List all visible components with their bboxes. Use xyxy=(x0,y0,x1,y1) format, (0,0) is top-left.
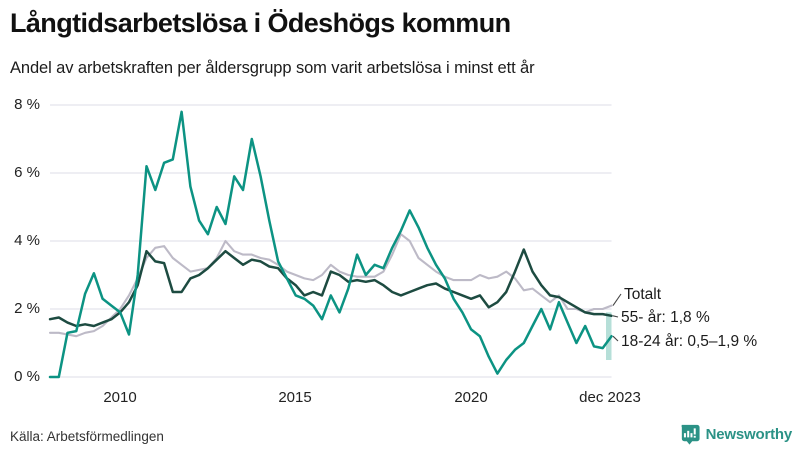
x-axis-tick-label-2020: 2020 xyxy=(454,389,488,406)
x-axis-tick-label-dec-2023: dec 2023 xyxy=(579,389,641,406)
leader-line-2 xyxy=(612,335,619,342)
y-axis-tick-label-8: 8 % xyxy=(14,96,40,113)
series-line-totalt xyxy=(48,233,613,338)
uncertainty-band xyxy=(606,312,612,360)
x-axis-tick-label-2010: 2010 xyxy=(103,389,137,406)
legend-label-55-ar: 55- år: 1,8 % xyxy=(621,309,710,326)
y-axis-tick-label-6: 6 % xyxy=(14,164,40,181)
y-axis-tick-label-2: 2 % xyxy=(14,300,40,317)
leader-line-0 xyxy=(612,293,622,306)
series-line-18-24-r xyxy=(48,110,613,379)
newsworthy-logo-icon xyxy=(678,423,701,446)
leader-line-1 xyxy=(612,315,619,318)
y-axis-tick-label-0: 0 % xyxy=(14,368,40,385)
legend-label-totalt: Totalt xyxy=(624,286,662,303)
x-axis-tick-label-2015: 2015 xyxy=(278,389,312,406)
series-line-55-r xyxy=(48,248,613,328)
legend-label-18-24-ar: 18-24 år: 0,5–1,9 % xyxy=(621,333,758,350)
y-axis-tick-label-4: 4 % xyxy=(14,232,40,249)
page-title: Långtidsarbetslösa i Ödeshögs kommun xyxy=(10,8,511,38)
newsworthy-logo[interactable]: Newsworthy xyxy=(678,423,792,446)
source-text: Källa: Arbetsförmedlingen xyxy=(10,429,164,444)
newsworthy-logo-text: Newsworthy xyxy=(705,426,793,443)
page-subtitle: Andel av arbetskraften per åldersgrupp s… xyxy=(10,59,535,77)
